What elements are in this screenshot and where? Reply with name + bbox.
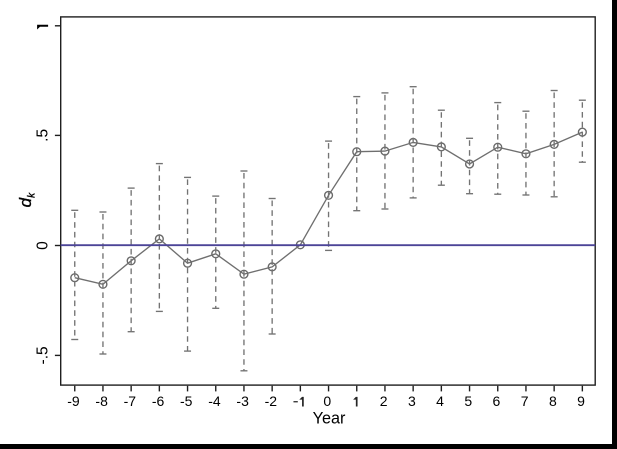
svg-text:-5: -5 bbox=[180, 393, 193, 409]
svg-text:5: 5 bbox=[464, 393, 472, 409]
svg-text:0: 0 bbox=[34, 241, 51, 250]
svg-text:3: 3 bbox=[408, 393, 416, 409]
svg-text:9: 9 bbox=[577, 393, 585, 409]
svg-text:7: 7 bbox=[521, 393, 529, 409]
svg-text:-6: -6 bbox=[152, 393, 165, 409]
svg-text:-2: -2 bbox=[265, 393, 278, 409]
svg-text:-.5: -.5 bbox=[34, 346, 51, 364]
svg-text:.5: .5 bbox=[34, 129, 51, 142]
svg-text:-3: -3 bbox=[236, 393, 249, 409]
svg-text:2: 2 bbox=[380, 393, 388, 409]
svg-text:-4: -4 bbox=[208, 393, 221, 409]
svg-text:4: 4 bbox=[436, 393, 444, 409]
svg-text:8: 8 bbox=[549, 393, 557, 409]
svg-text:Year: Year bbox=[313, 410, 346, 428]
svg-text:-7: -7 bbox=[124, 393, 137, 409]
svg-text:0: 0 bbox=[323, 393, 331, 409]
svg-text:6: 6 bbox=[493, 393, 501, 409]
svg-text:-9: -9 bbox=[67, 393, 80, 409]
svg-text:-8: -8 bbox=[95, 393, 108, 409]
